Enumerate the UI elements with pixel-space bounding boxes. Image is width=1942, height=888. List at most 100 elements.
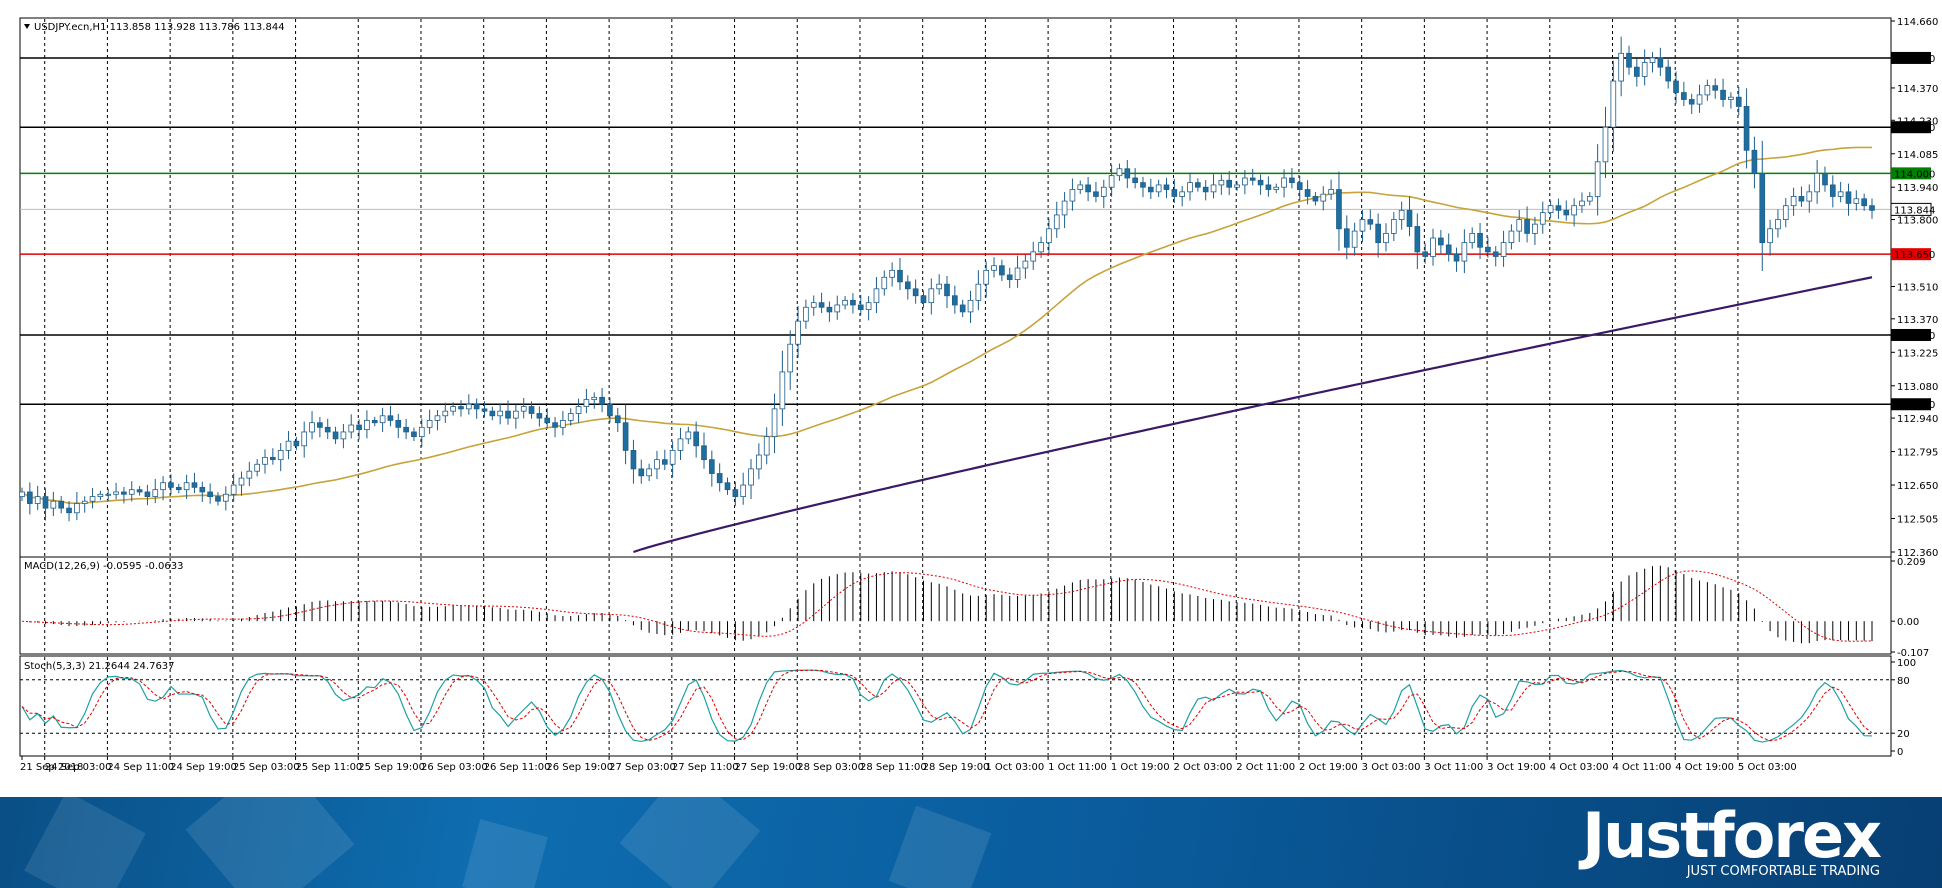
candle-body: [1390, 219, 1397, 234]
candle-body: [544, 417, 551, 424]
level-tag: [1891, 51, 1931, 64]
candle-body: [1140, 182, 1146, 188]
candle-body: [1861, 198, 1867, 207]
candle-body: [1022, 260, 1029, 269]
candle-body: [1100, 186, 1107, 197]
candle-body: [528, 406, 535, 414]
candle-body: [889, 269, 895, 278]
candle-body: [999, 265, 1005, 276]
candle-body: [465, 403, 472, 410]
candle-body: [1555, 205, 1562, 211]
stoch-panel: 100 80 20 0 Stoch(5,3,3) 21.2644 24.7637: [19, 655, 1916, 758]
candle-body: [1124, 168, 1131, 179]
candle-body: [1563, 209, 1570, 216]
candle-body: [897, 269, 903, 283]
ma200-line: [633, 276, 1873, 554]
candle-body: [160, 482, 166, 491]
y-tick-label: 112.940: [1897, 414, 1938, 425]
candle-body: [1485, 246, 1491, 253]
candle-body: [591, 396, 598, 401]
candle-body: [364, 420, 370, 431]
candle-body: [1014, 267, 1021, 280]
banner-decoration: [185, 797, 355, 888]
candle-body: [301, 431, 308, 447]
x-tick-label: 3 Oct 19:00: [1487, 762, 1546, 773]
candle-body: [1234, 184, 1240, 188]
candle-body: [1547, 205, 1554, 214]
macd-panel: 0.209 0.00 -0.107 MACD(12,26,9) -0.0595 -0…: [19, 556, 1929, 659]
candle-body: [317, 422, 323, 428]
x-tick-label: 21 Sep 2018: [20, 762, 83, 773]
candle-body: [1508, 230, 1515, 244]
candle-body: [677, 438, 684, 451]
candle-body: [1618, 52, 1624, 82]
candle-body: [1046, 228, 1052, 244]
candle-body: [1735, 96, 1742, 107]
candle-body: [810, 302, 817, 308]
candle-body: [168, 482, 174, 488]
candle-body: [1673, 80, 1679, 93]
candle-body: [513, 410, 519, 419]
candle-body: [458, 406, 464, 410]
candle-body: [1445, 244, 1452, 255]
candle-body: [1053, 214, 1060, 230]
candle-body: [1375, 223, 1381, 244]
candle-body: [1688, 99, 1695, 105]
candle-body: [607, 403, 613, 417]
candle-body: [1532, 223, 1538, 234]
candle-body: [1242, 177, 1248, 186]
candle-body: [254, 463, 260, 472]
candle-body: [74, 503, 80, 514]
candle-body: [1728, 96, 1734, 100]
candle-body: [850, 299, 856, 306]
candle-body: [230, 484, 237, 495]
candle-body: [207, 491, 213, 497]
y-tick-label: 113.940: [1897, 183, 1938, 194]
candle-body: [1281, 177, 1287, 188]
x-tick-label: 27 Sep 19:00: [735, 762, 802, 773]
candle-body: [19, 491, 25, 497]
x-tick-label: 24 Sep 19:00: [170, 762, 237, 773]
candle-body: [920, 295, 927, 304]
level-tag: [1891, 121, 1931, 134]
candle-body: [1116, 168, 1123, 177]
candle-body: [121, 491, 127, 495]
brand-tagline: JUST COMFORTABLE TRADING: [1686, 864, 1880, 879]
candle-body: [1720, 89, 1726, 100]
x-tick-label: 3 Oct 03:00: [1362, 762, 1421, 773]
candle-body: [1069, 189, 1076, 202]
candle-body: [959, 304, 966, 313]
candle-body: [928, 288, 935, 304]
candle-body: [944, 283, 950, 297]
collapse-triangle-icon[interactable]: [24, 24, 30, 29]
candle-body: [81, 500, 88, 504]
candle-body: [732, 489, 739, 497]
candle-body: [904, 281, 911, 290]
candle-body: [293, 440, 300, 447]
candle-body: [1500, 242, 1507, 257]
candle-body: [450, 406, 456, 412]
candle-body: [1822, 172, 1828, 186]
candle-body: [489, 410, 496, 417]
candle-body: [175, 486, 182, 491]
brand-logo: Justforex: [1582, 799, 1882, 872]
candle-body: [857, 304, 864, 310]
candle-body: [1398, 209, 1405, 220]
candle-body: [654, 459, 660, 470]
candle-body: [348, 424, 355, 433]
candle-body: [403, 426, 409, 433]
candle-body: [630, 450, 637, 470]
candle-body: [1743, 106, 1750, 151]
level-tag: [1891, 398, 1931, 411]
candle-body: [1704, 85, 1711, 96]
x-tick-label: 2 Oct 19:00: [1299, 762, 1358, 773]
candle-body: [1061, 200, 1068, 216]
candle-body: [1837, 191, 1844, 197]
candle-body: [136, 489, 143, 493]
y-tick-label: 0.00: [1897, 617, 1919, 628]
x-tick-label: 25 Sep 19:00: [358, 762, 425, 773]
candle-body: [1406, 209, 1413, 227]
candle-body: [50, 500, 57, 509]
banner-decoration: [888, 805, 992, 888]
